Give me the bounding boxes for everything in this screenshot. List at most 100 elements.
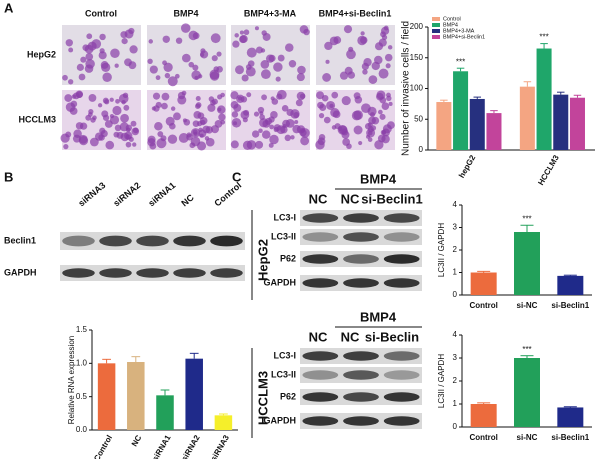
cell bbox=[253, 111, 260, 117]
cell bbox=[275, 76, 281, 82]
x-tick-label: NC bbox=[130, 433, 144, 448]
blot-band bbox=[343, 351, 379, 361]
lane-label: NC bbox=[341, 329, 360, 344]
cell bbox=[265, 54, 275, 63]
blot-band bbox=[343, 213, 379, 223]
blot-band bbox=[302, 370, 339, 380]
cell bbox=[240, 110, 250, 120]
cell bbox=[160, 135, 167, 142]
blot-band bbox=[383, 278, 420, 288]
cell bbox=[110, 48, 120, 59]
lane-label: siRNA2 bbox=[111, 180, 142, 208]
y-axis-label: Number of invasive cells / field bbox=[401, 21, 412, 156]
cell bbox=[246, 47, 257, 58]
cell bbox=[182, 118, 187, 123]
bar bbox=[553, 94, 569, 150]
cell bbox=[75, 122, 84, 130]
blot-band bbox=[343, 232, 379, 242]
cell bbox=[330, 107, 340, 118]
cell bbox=[362, 69, 368, 75]
blot-band bbox=[302, 392, 339, 402]
cell bbox=[132, 127, 139, 134]
band-label: P62 bbox=[280, 391, 296, 401]
cell bbox=[175, 37, 183, 44]
cell bbox=[98, 51, 107, 60]
blot-band bbox=[343, 254, 379, 264]
cell bbox=[371, 61, 380, 71]
cell bbox=[387, 45, 393, 50]
lane-label: NC bbox=[309, 329, 328, 344]
cell bbox=[261, 94, 267, 101]
y-tick-label: 200 bbox=[410, 22, 424, 31]
blot-band bbox=[62, 235, 95, 247]
cell bbox=[385, 63, 391, 69]
cell bbox=[259, 114, 265, 120]
column-label: BMP4+3-MA bbox=[244, 8, 297, 18]
cell bbox=[230, 140, 239, 149]
cell bbox=[200, 48, 206, 54]
cell bbox=[261, 30, 267, 36]
cell bbox=[290, 109, 300, 119]
bar bbox=[514, 358, 540, 427]
bar bbox=[214, 415, 233, 430]
column-label: BMP4 bbox=[173, 8, 198, 18]
column-label: BMP4+si-Beclin1 bbox=[319, 8, 392, 18]
cell bbox=[247, 60, 255, 67]
cell bbox=[348, 46, 354, 52]
lane-label: siRNA3 bbox=[76, 180, 107, 208]
cell bbox=[197, 112, 205, 120]
cell bbox=[104, 99, 110, 105]
x-tick-label: si-NC bbox=[517, 301, 538, 310]
cell bbox=[303, 28, 310, 36]
band-label: Beclin1 bbox=[4, 235, 36, 245]
cell bbox=[120, 113, 129, 123]
cell bbox=[290, 135, 295, 140]
bar bbox=[97, 363, 116, 430]
cell bbox=[367, 122, 373, 128]
blot-band bbox=[99, 235, 132, 247]
y-tick-label: 1 bbox=[453, 268, 458, 277]
band-label: GAPDH bbox=[263, 415, 296, 425]
cell bbox=[121, 100, 126, 105]
cell bbox=[381, 134, 390, 144]
cell bbox=[322, 73, 332, 82]
cell bbox=[285, 43, 294, 52]
cell bbox=[69, 107, 78, 115]
cell bbox=[211, 55, 218, 62]
blot-band bbox=[173, 235, 206, 247]
cell bbox=[344, 66, 353, 75]
cell bbox=[123, 104, 130, 111]
cell bbox=[63, 144, 69, 150]
cell bbox=[259, 111, 264, 116]
blot-band bbox=[302, 213, 339, 223]
cell bbox=[85, 52, 94, 61]
significance: *** bbox=[522, 345, 531, 354]
cell bbox=[102, 72, 112, 82]
cell bbox=[149, 65, 158, 74]
cell bbox=[333, 36, 342, 44]
cell bbox=[353, 125, 363, 135]
cell bbox=[170, 106, 176, 111]
y-tick-label: 0 bbox=[453, 422, 458, 431]
y-tick-label: 3 bbox=[453, 353, 458, 362]
cell bbox=[99, 33, 106, 41]
cell bbox=[262, 130, 271, 139]
cell bbox=[174, 73, 180, 79]
significance: *** bbox=[522, 214, 531, 223]
lane-label: si-Beclin bbox=[365, 329, 419, 344]
cell bbox=[181, 53, 191, 63]
cell bbox=[100, 130, 108, 138]
cell bbox=[242, 117, 248, 123]
cell bbox=[161, 92, 170, 101]
cell bbox=[381, 34, 388, 40]
cell bbox=[297, 65, 306, 75]
cell bbox=[104, 120, 113, 128]
cell bbox=[251, 130, 260, 138]
cell bbox=[379, 96, 387, 104]
cell bbox=[102, 114, 110, 121]
blot-band bbox=[173, 268, 206, 278]
cell bbox=[124, 29, 134, 39]
blot-band bbox=[383, 416, 420, 426]
cell bbox=[217, 94, 223, 100]
x-tick-label: siRNA1 bbox=[151, 433, 173, 459]
